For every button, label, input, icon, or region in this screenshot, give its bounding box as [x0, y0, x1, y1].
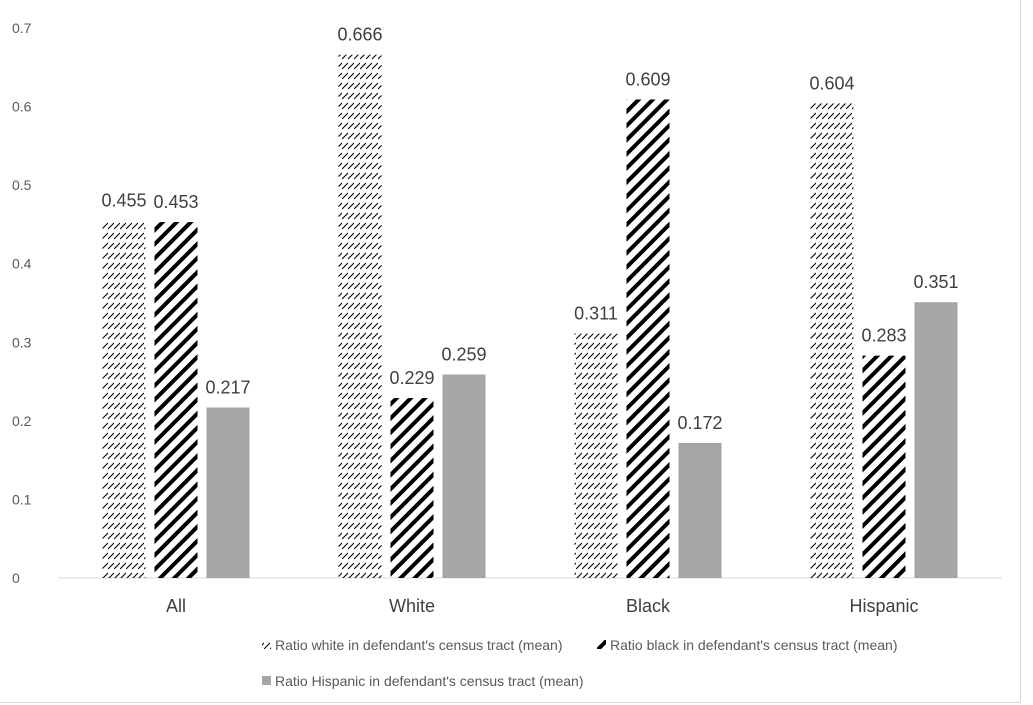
bar-hispanic-series-1 — [810, 103, 854, 578]
bar-white-series-2 — [390, 398, 434, 578]
y-tick-label: 0.1 — [12, 491, 32, 507]
y-tick-label: 0.5 — [12, 177, 32, 193]
data-label: 0.283 — [861, 326, 906, 346]
legend-swatch — [262, 640, 271, 649]
bar-white-series-1 — [338, 54, 382, 578]
data-label: 0.172 — [677, 413, 722, 433]
y-tick-label: 0.2 — [12, 413, 32, 429]
legend-label: Ratio white in defendant's census tract … — [275, 637, 563, 653]
data-label: 0.229 — [389, 368, 434, 388]
bar-all-series-1 — [102, 220, 146, 578]
data-label: 0.609 — [625, 70, 670, 90]
x-axis: All White Black Hispanic — [166, 596, 919, 616]
data-label: 0.453 — [153, 192, 198, 212]
y-tick-label: 0 — [12, 570, 20, 586]
bar-all-series-2 — [154, 222, 198, 579]
x-category-label: White — [389, 596, 435, 616]
bar-hispanic-series-3 — [914, 302, 958, 578]
bar-white-series-3 — [442, 374, 486, 578]
legend-label: Ratio black in defendant's census tract … — [610, 637, 898, 653]
x-category-label: All — [166, 596, 186, 616]
bar-black-series-1 — [574, 333, 618, 578]
bar-hispanic-series-2 — [862, 355, 906, 578]
y-axis: 0 0.1 0.2 0.3 0.4 0.5 0.6 0.7 — [12, 20, 32, 586]
bar-all-series-3 — [206, 407, 250, 578]
y-tick-label: 0.3 — [12, 334, 32, 350]
bars — [102, 54, 958, 579]
legend-label: Ratio Hispanic in defendant's census tra… — [275, 673, 584, 689]
data-label: 0.455 — [101, 191, 146, 211]
y-tick-label: 0.7 — [12, 20, 32, 36]
data-label: 0.666 — [337, 25, 382, 45]
data-label: 0.311 — [574, 304, 618, 324]
legend-swatch — [597, 640, 606, 649]
x-category-label: Black — [626, 596, 671, 616]
data-labels: 0.455 0.453 0.217 0.666 0.229 0.259 0.311 0.609… — [101, 25, 958, 433]
y-tick-label: 0.4 — [12, 256, 32, 272]
bar-black-series-2 — [626, 99, 670, 578]
legend: Ratio white in defendant's census tract … — [262, 637, 898, 689]
data-label: 0.351 — [913, 272, 958, 292]
data-label: 0.217 — [205, 378, 250, 398]
data-label: 0.604 — [809, 73, 854, 93]
y-tick-label: 0.6 — [12, 99, 32, 115]
data-label: 0.259 — [441, 345, 486, 365]
legend-swatch — [262, 676, 271, 685]
bar-black-series-3 — [678, 442, 722, 578]
x-category-label: Hispanic — [849, 596, 918, 616]
